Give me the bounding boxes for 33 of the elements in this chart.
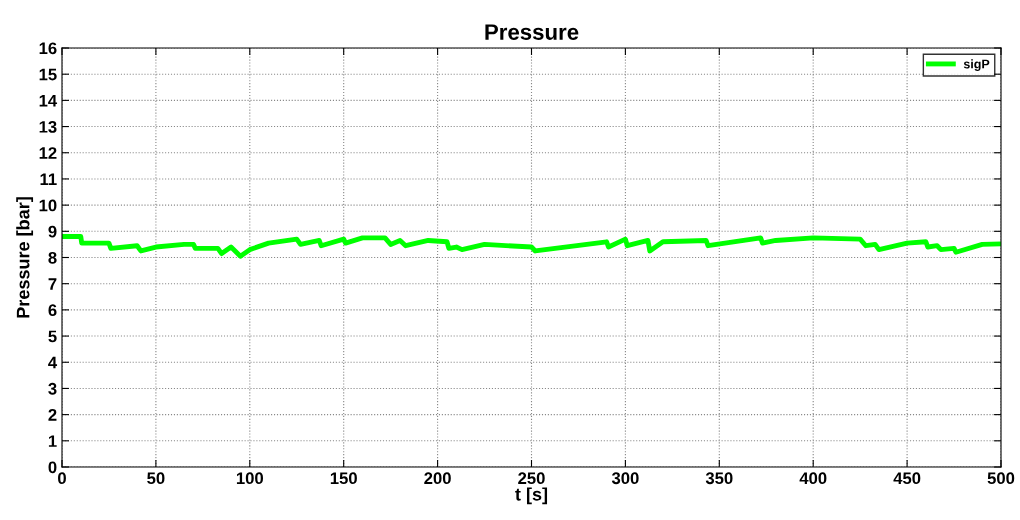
legend-label: sigP [963, 59, 990, 71]
y-tick-label: 4 [48, 356, 58, 369]
line-series [62, 234, 1001, 259]
y-tick-label: 5 [48, 330, 57, 343]
y-tick-label: 3 [48, 382, 57, 395]
x-tick-label: 50 [147, 472, 165, 485]
y-tick-label: 2 [48, 409, 57, 421]
x-tick-label: 150 [330, 472, 357, 485]
x-tick-label: 0 [58, 472, 66, 485]
x-tick-label: 350 [705, 472, 733, 485]
y-tick-label: 8 [48, 251, 57, 264]
y-tick-label: 11 [40, 173, 57, 185]
chart-title: Pressure [485, 24, 579, 40]
y-tick-label: 12 [39, 147, 57, 159]
y-tick-label: 10 [39, 199, 57, 212]
x-tick-label: 100 [236, 472, 264, 485]
y-tick-label: 16 [39, 42, 57, 55]
y-tick-label: 9 [48, 225, 57, 238]
x-tick-label: 400 [799, 472, 827, 485]
y-tick-label: 14 [39, 94, 58, 107]
y-axis-title: Pressure [bar] [16, 197, 34, 318]
x-tick-label: 250 [518, 472, 545, 485]
y-tick-label: 15 [39, 68, 57, 81]
x-tick-label: 200 [424, 472, 451, 485]
y-tick-label: 7 [48, 278, 57, 290]
x-axis-title: t [s] [515, 487, 548, 505]
y-tick-label: 1 [48, 435, 57, 447]
x-tick-label: 450 [893, 472, 921, 485]
y-tick-label: 6 [48, 304, 57, 317]
x-tick-label: 500 [987, 472, 1015, 485]
y-tick-label: 0 [48, 461, 57, 474]
y-tick-label: 13 [39, 120, 57, 133]
x-tick-label: 300 [611, 472, 639, 485]
